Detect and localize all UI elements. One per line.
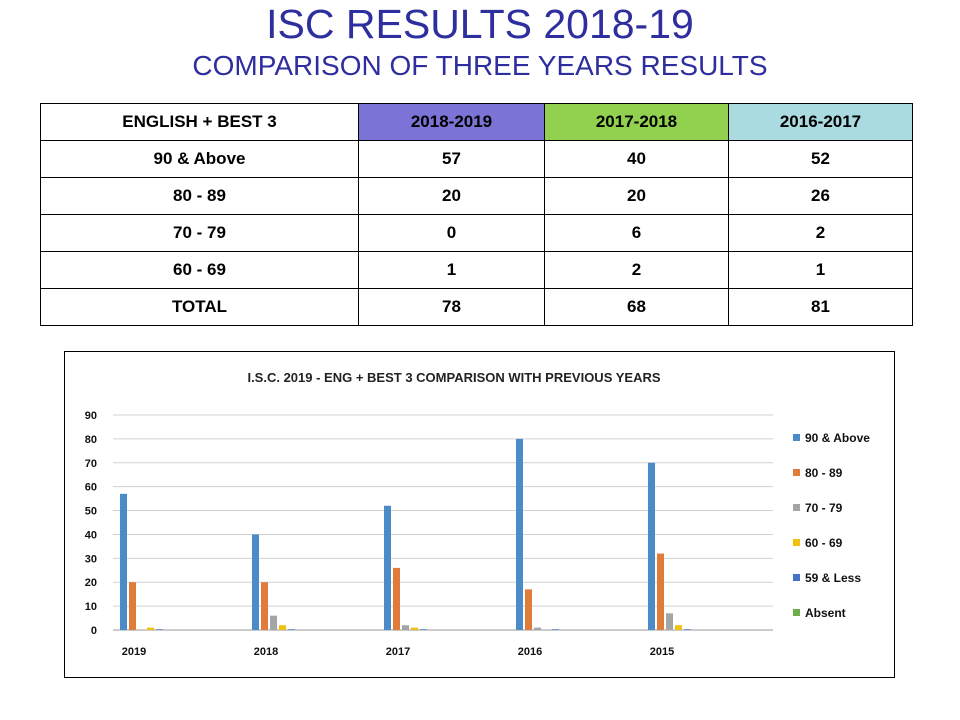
legend-swatch	[793, 609, 800, 616]
cell-value: 1	[728, 251, 913, 289]
bar-60-69	[411, 627, 418, 630]
table-row-total: TOTAL 78 68 81	[40, 288, 913, 326]
legend-label: 80 - 89	[805, 466, 843, 480]
chart-frame: I.S.C. 2019 - ENG + BEST 3 COMPARISON WI…	[64, 351, 895, 678]
x-tick-label: 2015	[650, 646, 674, 658]
y-tick-label: 80	[85, 434, 97, 446]
legend-swatch	[793, 469, 800, 476]
bar-60-69	[675, 625, 682, 630]
bar-70-79	[402, 625, 409, 630]
table-row: 60 - 69 1 2 1	[40, 251, 913, 289]
legend-swatch	[793, 434, 800, 441]
cell-value: 20	[544, 177, 729, 215]
cell-value: 6	[544, 214, 729, 252]
bar-chart: I.S.C. 2019 - ENG + BEST 3 COMPARISON WI…	[85, 370, 870, 658]
slide-subtitle: COMPARISON OF THREE YEARS RESULTS	[192, 50, 768, 81]
y-tick-label: 60	[85, 482, 97, 494]
header-2017-2018: 2017-2018	[544, 103, 729, 141]
cell-value: 52	[728, 140, 913, 178]
y-tick-label: 50	[85, 506, 97, 518]
bar-70-79	[270, 615, 277, 630]
row-label: 60 - 69	[40, 251, 359, 289]
cell-value: 26	[728, 177, 913, 215]
bar-80-89	[261, 582, 268, 630]
row-label: TOTAL	[40, 288, 359, 326]
y-tick-label: 20	[85, 577, 97, 589]
header-2018-2019: 2018-2019	[358, 103, 545, 141]
bar-59-less	[420, 629, 427, 630]
x-tick-label: 2017	[386, 646, 410, 658]
bar-90-above	[120, 493, 127, 630]
bar-70-79	[534, 627, 541, 630]
slide-title: ISC RESULTS 2018-19	[266, 1, 694, 47]
bar-90-above	[252, 534, 259, 630]
legend-label: 59 & Less	[805, 571, 861, 585]
row-label: 80 - 89	[40, 177, 359, 215]
cell-value: 78	[358, 288, 545, 326]
legend-swatch	[793, 504, 800, 511]
cell-value: 40	[544, 140, 729, 178]
legend-swatch	[793, 539, 800, 546]
legend-label: Absent	[805, 606, 846, 620]
cell-value: 68	[544, 288, 729, 326]
bar-90-above	[516, 438, 523, 630]
row-label: 90 & Above	[40, 140, 359, 178]
cell-value: 2	[544, 251, 729, 289]
bar-90-above	[384, 505, 391, 630]
legend-label: 70 - 79	[805, 501, 843, 515]
bar-70-79	[666, 613, 673, 630]
cell-value: 20	[358, 177, 545, 215]
cell-value: 57	[358, 140, 545, 178]
bar-59-less	[156, 629, 163, 630]
y-tick-label: 40	[85, 529, 97, 541]
y-tick-label: 70	[85, 458, 97, 470]
cell-value: 0	[358, 214, 545, 252]
table-row: 80 - 89 20 20 26	[40, 177, 913, 215]
y-tick-label: 30	[85, 553, 97, 565]
bar-80-89	[393, 567, 400, 630]
bar-80-89	[129, 582, 136, 630]
x-tick-label: 2019	[122, 646, 146, 658]
bar-59-less	[552, 629, 559, 630]
header-2016-2017: 2016-2017	[728, 103, 913, 141]
cell-value: 81	[728, 288, 913, 326]
bar-60-69	[147, 627, 154, 630]
x-tick-label: 2018	[254, 646, 278, 658]
bar-80-89	[657, 553, 664, 630]
y-tick-label: 10	[85, 601, 97, 613]
table-header-row: ENGLISH + BEST 3 2018-2019 2017-2018 201…	[40, 103, 913, 141]
y-tick-label: 90	[85, 410, 97, 422]
bar-59-less	[684, 629, 691, 630]
table-row: 90 & Above 57 40 52	[40, 140, 913, 178]
cell-value: 1	[358, 251, 545, 289]
bar-80-89	[525, 589, 532, 630]
y-tick-label: 0	[91, 625, 97, 637]
x-tick-label: 2016	[518, 646, 542, 658]
results-table: ENGLISH + BEST 3 2018-2019 2017-2018 201…	[40, 103, 913, 326]
bar-90-above	[648, 462, 655, 630]
header-category: ENGLISH + BEST 3	[40, 103, 359, 141]
legend-label: 90 & Above	[805, 431, 870, 445]
legend-label: 60 - 69	[805, 536, 843, 550]
table-row: 70 - 79 0 6 2	[40, 214, 913, 252]
bar-59-less	[288, 629, 295, 630]
row-label: 70 - 79	[40, 214, 359, 252]
legend-swatch	[793, 574, 800, 581]
cell-value: 2	[728, 214, 913, 252]
bar-60-69	[279, 625, 286, 630]
chart-title: I.S.C. 2019 - ENG + BEST 3 COMPARISON WI…	[247, 370, 660, 385]
